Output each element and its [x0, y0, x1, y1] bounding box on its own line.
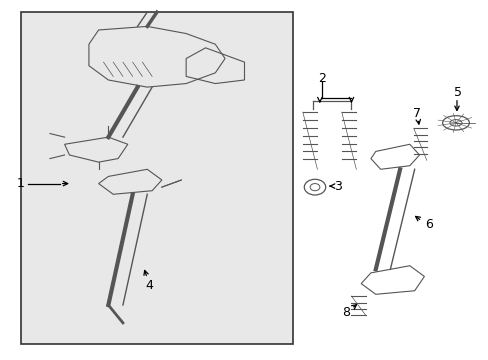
Text: 1: 1: [17, 177, 25, 190]
Text: 4: 4: [145, 279, 153, 292]
Text: 8: 8: [342, 306, 350, 319]
Text: 5: 5: [453, 86, 462, 99]
Text: 2: 2: [318, 72, 325, 85]
Bar: [21, 12, 292, 344]
Text: 7: 7: [412, 107, 420, 120]
Text: 6: 6: [425, 218, 432, 231]
Text: 3: 3: [334, 180, 342, 193]
